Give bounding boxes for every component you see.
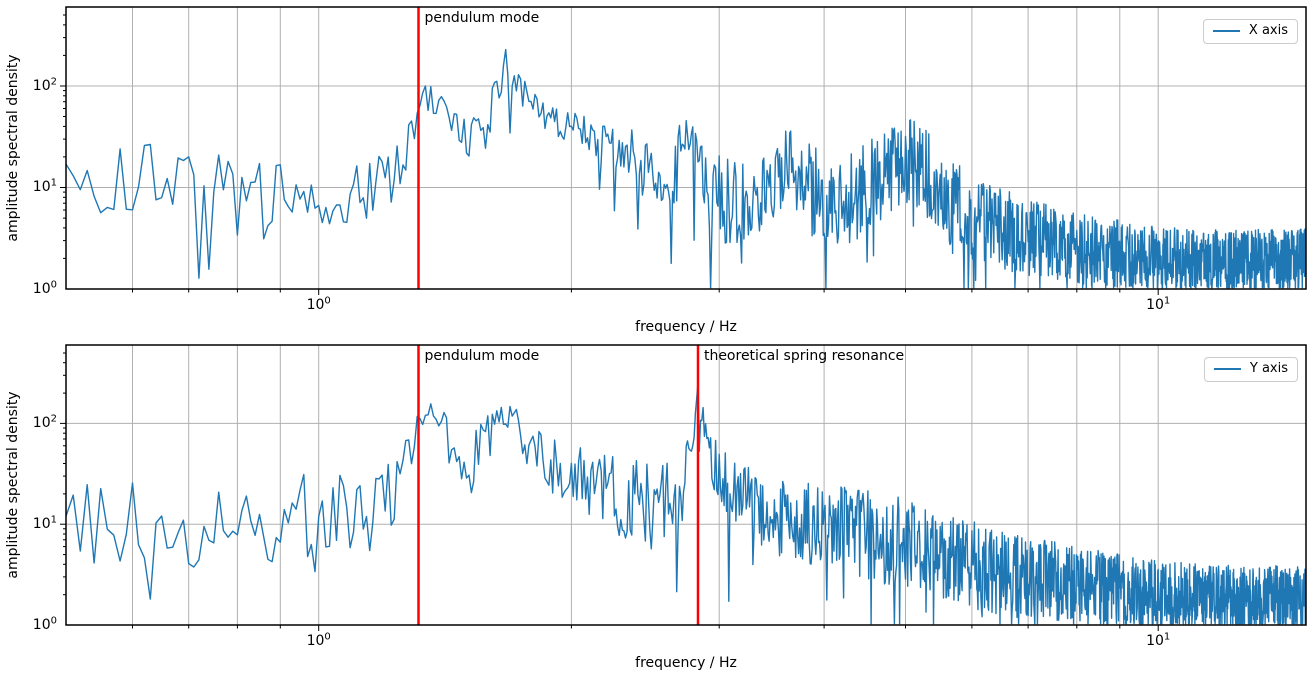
legend-line-sample-y (1213, 367, 1241, 370)
legend-label-y-axis: Y axis (1249, 361, 1288, 376)
y-tick-label: 101 (32, 514, 57, 533)
y-tick-label: 102 (32, 76, 57, 94)
spectrum-trace-x (66, 48, 1306, 289)
y-axis-label-top: amplitude spectral density (5, 54, 21, 242)
legend-label-x-axis: X axis (1248, 23, 1288, 38)
tick-marks (60, 14, 1159, 295)
y-tick-label: 101 (32, 177, 57, 196)
axes-border (65, 344, 1307, 626)
x-axis-label-bottom: frequency / Hz (635, 655, 737, 671)
spectrum-trace-y (66, 381, 1306, 625)
y-tick-label: 102 (32, 413, 57, 432)
x-tick-label: 100 (306, 295, 331, 313)
subplot-top (60, 6, 1307, 295)
y-tick-label: 100 (32, 615, 57, 633)
y-axis-label-bottom: amplitude spectral density (5, 391, 21, 579)
legend-top[interactable]: X axis (1202, 19, 1298, 44)
x-tick-label: 100 (306, 631, 331, 649)
subplot-bottom (60, 344, 1307, 631)
y-tick-label: 100 (32, 279, 57, 297)
x-axis-label-top: frequency / Hz (635, 319, 737, 335)
tick-marks (60, 352, 1159, 631)
annotation-pendulum-mode-bottom: pendulum mode (424, 348, 540, 364)
x-tick-label: 101 (1146, 631, 1171, 649)
annotation-pendulum-mode-top: pendulum mode (424, 10, 540, 26)
legend-bottom[interactable]: Y axis (1203, 357, 1298, 382)
legend-line-sample-x (1212, 29, 1240, 32)
x-tick-label: 101 (1146, 295, 1171, 313)
axes-border (65, 6, 1307, 290)
annotation-spring-resonance: theoretical spring resonance (703, 348, 905, 364)
